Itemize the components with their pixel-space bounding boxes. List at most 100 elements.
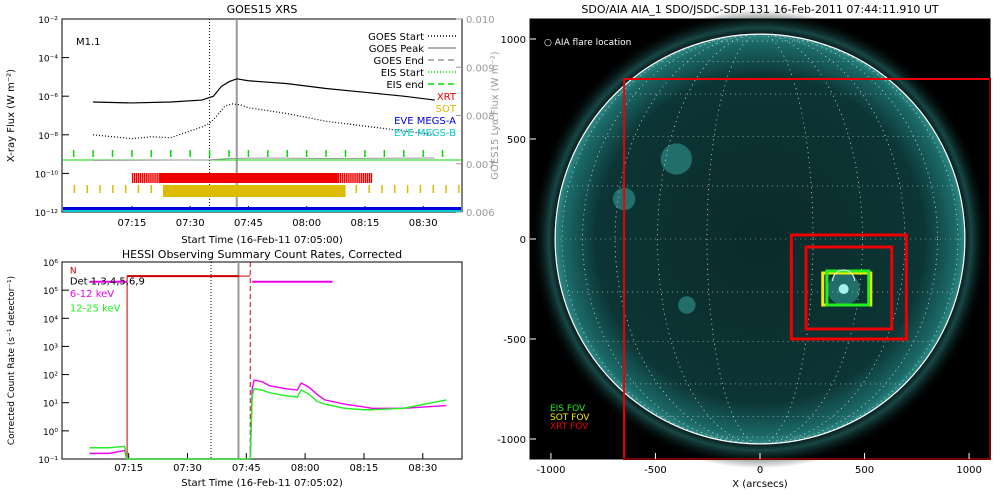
- sot-tick-mark: [394, 185, 396, 193]
- goes-y-tick-label: 10⁻⁶: [38, 93, 58, 103]
- goes-y-tick-label: 10⁻¹²: [35, 209, 59, 219]
- hessi-x-tick-label: 07:45: [232, 463, 261, 474]
- goes-x-tick-label: 08:30: [409, 218, 438, 229]
- goes-legend-label: EVE MEGS-B: [394, 128, 456, 139]
- goes-chart-title: GOES15 XRS: [227, 3, 298, 16]
- xrt-tick-mark: [362, 173, 365, 183]
- xrt-tick-mark: [139, 173, 142, 183]
- aia-flare-core: [838, 284, 849, 294]
- sot-tick-mark: [137, 185, 140, 193]
- goes-y2-tick-label: 0.009: [466, 63, 495, 74]
- xrt-tick-mark: [353, 173, 355, 183]
- aia-x-axis-label: X (arcsecs): [732, 479, 788, 490]
- xrt-tick-mark: [137, 173, 140, 183]
- hessi-annotation-n: N: [70, 266, 77, 276]
- xrt-tick-mark: [347, 173, 349, 183]
- xrt-tick-mark: [343, 173, 345, 183]
- aia-y-tick-label: -1000: [497, 435, 526, 446]
- goes-y-tick-label: 10⁻⁴: [38, 55, 58, 65]
- goes-y2-tick-label: 0.010: [466, 15, 495, 26]
- hessi-y-axis-label: Corrected Count Rate (s⁻¹ detector⁻¹): [7, 276, 17, 445]
- goes-y-tick-label: 10⁻¹⁰: [35, 170, 59, 180]
- aia-fov-legend-label: EIS FOV: [550, 404, 586, 414]
- goes-x-tick-label: 07:45: [234, 218, 263, 229]
- aia-active-region: [678, 296, 696, 314]
- sot-tick-mark: [419, 185, 422, 193]
- goes-y2-tick-label: 0.006: [466, 208, 495, 219]
- xrt-tick-mark: [341, 173, 344, 183]
- xrt-tick-mark: [357, 173, 359, 183]
- xrt-tick-mark: [370, 173, 373, 183]
- goes-x-tick-label: 07:15: [117, 218, 146, 229]
- goes-flare-class: M1.1: [76, 37, 101, 48]
- sot-tick-mark: [73, 185, 76, 193]
- goes-lya-line: [93, 157, 435, 161]
- hessi-annotation-detectors: Det 1,3,4,5,6,9: [70, 277, 145, 288]
- sot-tick-mark: [355, 185, 358, 193]
- goes-y-axis-label: X-ray Flux (W m⁻²): [6, 69, 17, 162]
- hessi-y-tick-label: 10⁴: [43, 315, 58, 325]
- goes-legend-label: EIS Start: [381, 68, 424, 79]
- hessi-x-tick-label: 07:15: [114, 463, 143, 474]
- hessi-y-tick-label: 10⁶: [43, 259, 58, 269]
- goes-y-tick-label: 10⁻²: [38, 16, 58, 26]
- xrt-tick-mark: [155, 173, 157, 183]
- aia-flare-location-label: ○ AIA flare location: [544, 38, 631, 48]
- hessi-x-tick-label: 08:15: [350, 463, 379, 474]
- xrt-tick-mark: [368, 173, 371, 183]
- xrt-tick-mark: [149, 173, 151, 183]
- goes-short-line: [93, 103, 435, 140]
- xrt-tick-mark: [349, 173, 351, 183]
- sot-tick-mark: [445, 185, 447, 193]
- hessi-x-tick-label: 07:30: [173, 463, 202, 474]
- hessi-y-tick-label: 10⁻¹: [38, 456, 58, 466]
- aia-y-tick-label: 500: [507, 135, 526, 146]
- sot-tick-mark: [86, 185, 88, 193]
- xrt-tick-mark: [361, 173, 363, 183]
- goes-y2-tick-label: 0.007: [466, 160, 495, 171]
- sot-tick-mark: [124, 185, 127, 193]
- sot-tick-mark: [406, 185, 409, 193]
- goes-legend-label: GOES End: [374, 56, 424, 67]
- aia-x-tick-label: -500: [644, 465, 667, 476]
- goes-legend-label: EVE MEGS-A: [394, 116, 456, 127]
- goes-legend-label: XRT: [437, 92, 457, 103]
- hessi-x-axis-label: Start Time (16-Feb-11 07:05:02): [181, 478, 343, 489]
- hessi-x-tick-label: 08:30: [408, 463, 437, 474]
- hessi-legend-label: 12-25 keV: [70, 303, 121, 314]
- xrt-tick-mark: [351, 173, 353, 183]
- xrt-tick-mark: [131, 173, 134, 183]
- eve-megs-b-bar: [63, 210, 461, 212]
- goes-y2-tick-label: 0.008: [466, 112, 495, 123]
- hessi-y-tick-label: 10⁵: [43, 287, 58, 297]
- aia-x-tick-label: 1000: [956, 465, 981, 476]
- aia-y-tick-label: 1000: [501, 35, 526, 46]
- xrt-tick-mark: [135, 173, 138, 183]
- aia-y-tick-label: 0: [520, 235, 526, 246]
- xrt-tick-mark: [151, 173, 153, 183]
- aia-fov-legend-label: XRT FOV: [550, 422, 589, 432]
- goes-x-axis-label: Start Time (16-Feb-11 07:05:00): [181, 235, 343, 246]
- aia-x-tick-label: -1000: [536, 465, 565, 476]
- goes-x-tick-label: 08:00: [292, 218, 321, 229]
- xrt-tick-mark: [364, 173, 367, 183]
- goes-legend-label: EIS end: [386, 80, 424, 91]
- aia-grid-longitude: [561, 33, 959, 445]
- xrt-tick-mark: [337, 173, 340, 183]
- goes-x-tick-label: 07:30: [176, 218, 205, 229]
- hessi-y-tick-label: 10²: [43, 372, 58, 382]
- xrt-fov-box: [804, 245, 894, 331]
- goes-x-tick-label: 08:15: [350, 218, 379, 229]
- goes-y-tick-label: 10⁻⁸: [38, 132, 58, 142]
- sot-tick-mark: [150, 185, 153, 193]
- aia-limb-circle: [554, 33, 966, 445]
- xrt-fov-box: [789, 233, 908, 341]
- hessi-legend-label: 6-12 keV: [70, 289, 114, 300]
- xrt-tick-mark: [345, 173, 347, 183]
- aia-fov-legend-label: SOT FOV: [550, 413, 590, 423]
- sot-tick-mark: [99, 185, 101, 193]
- sot-tick-mark: [432, 185, 434, 193]
- sot-block: [162, 185, 346, 197]
